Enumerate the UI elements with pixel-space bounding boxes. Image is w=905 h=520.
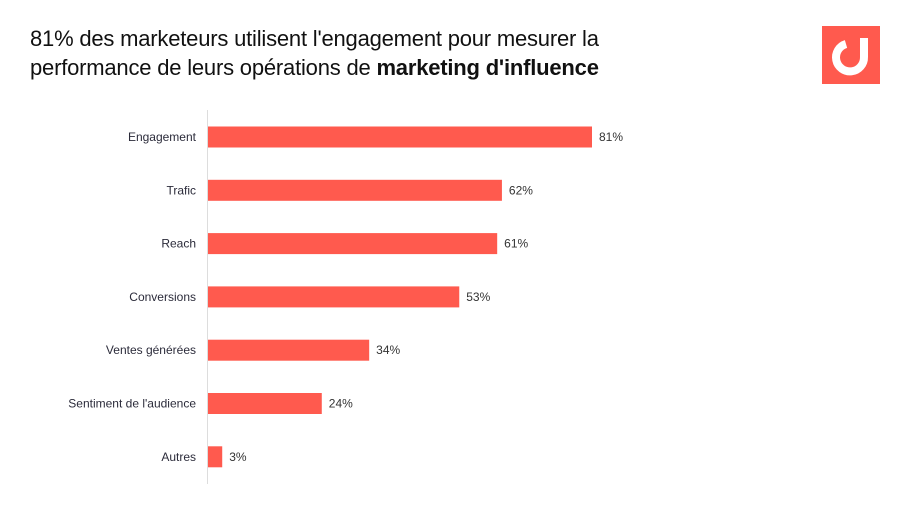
title-line-1: 81% des marketeurs utilisent l'engagemen… — [30, 26, 599, 51]
value-label: 81% — [599, 130, 623, 144]
category-label: Trafic — [166, 183, 196, 197]
bar-5 — [208, 393, 322, 414]
value-label: 53% — [466, 290, 490, 304]
category-label: Sentiment de l'audience — [68, 397, 196, 411]
bar-6 — [208, 446, 223, 468]
bar-1 — [208, 179, 502, 201]
category-label: Autres — [161, 450, 196, 464]
brand-logo-icon — [822, 26, 880, 84]
value-label: 62% — [509, 183, 533, 197]
bar-2 — [208, 233, 498, 255]
bar-0 — [208, 126, 592, 148]
category-label: Reach — [161, 237, 196, 251]
bar-4 — [208, 339, 370, 361]
category-label: Engagement — [128, 130, 197, 144]
bar-3 — [208, 286, 460, 308]
category-label: Ventes générées — [106, 343, 196, 357]
title-line-2: performance de leurs opérations de — [30, 55, 377, 80]
title-bold: marketing d'influence — [376, 55, 599, 80]
value-label: 24% — [329, 397, 353, 411]
value-label: 34% — [376, 343, 400, 357]
value-label: 3% — [229, 450, 247, 464]
category-label: Conversions — [129, 290, 196, 304]
page-title: 81% des marketeurs utilisent l'engagemen… — [30, 24, 599, 82]
value-label: 61% — [504, 237, 528, 251]
